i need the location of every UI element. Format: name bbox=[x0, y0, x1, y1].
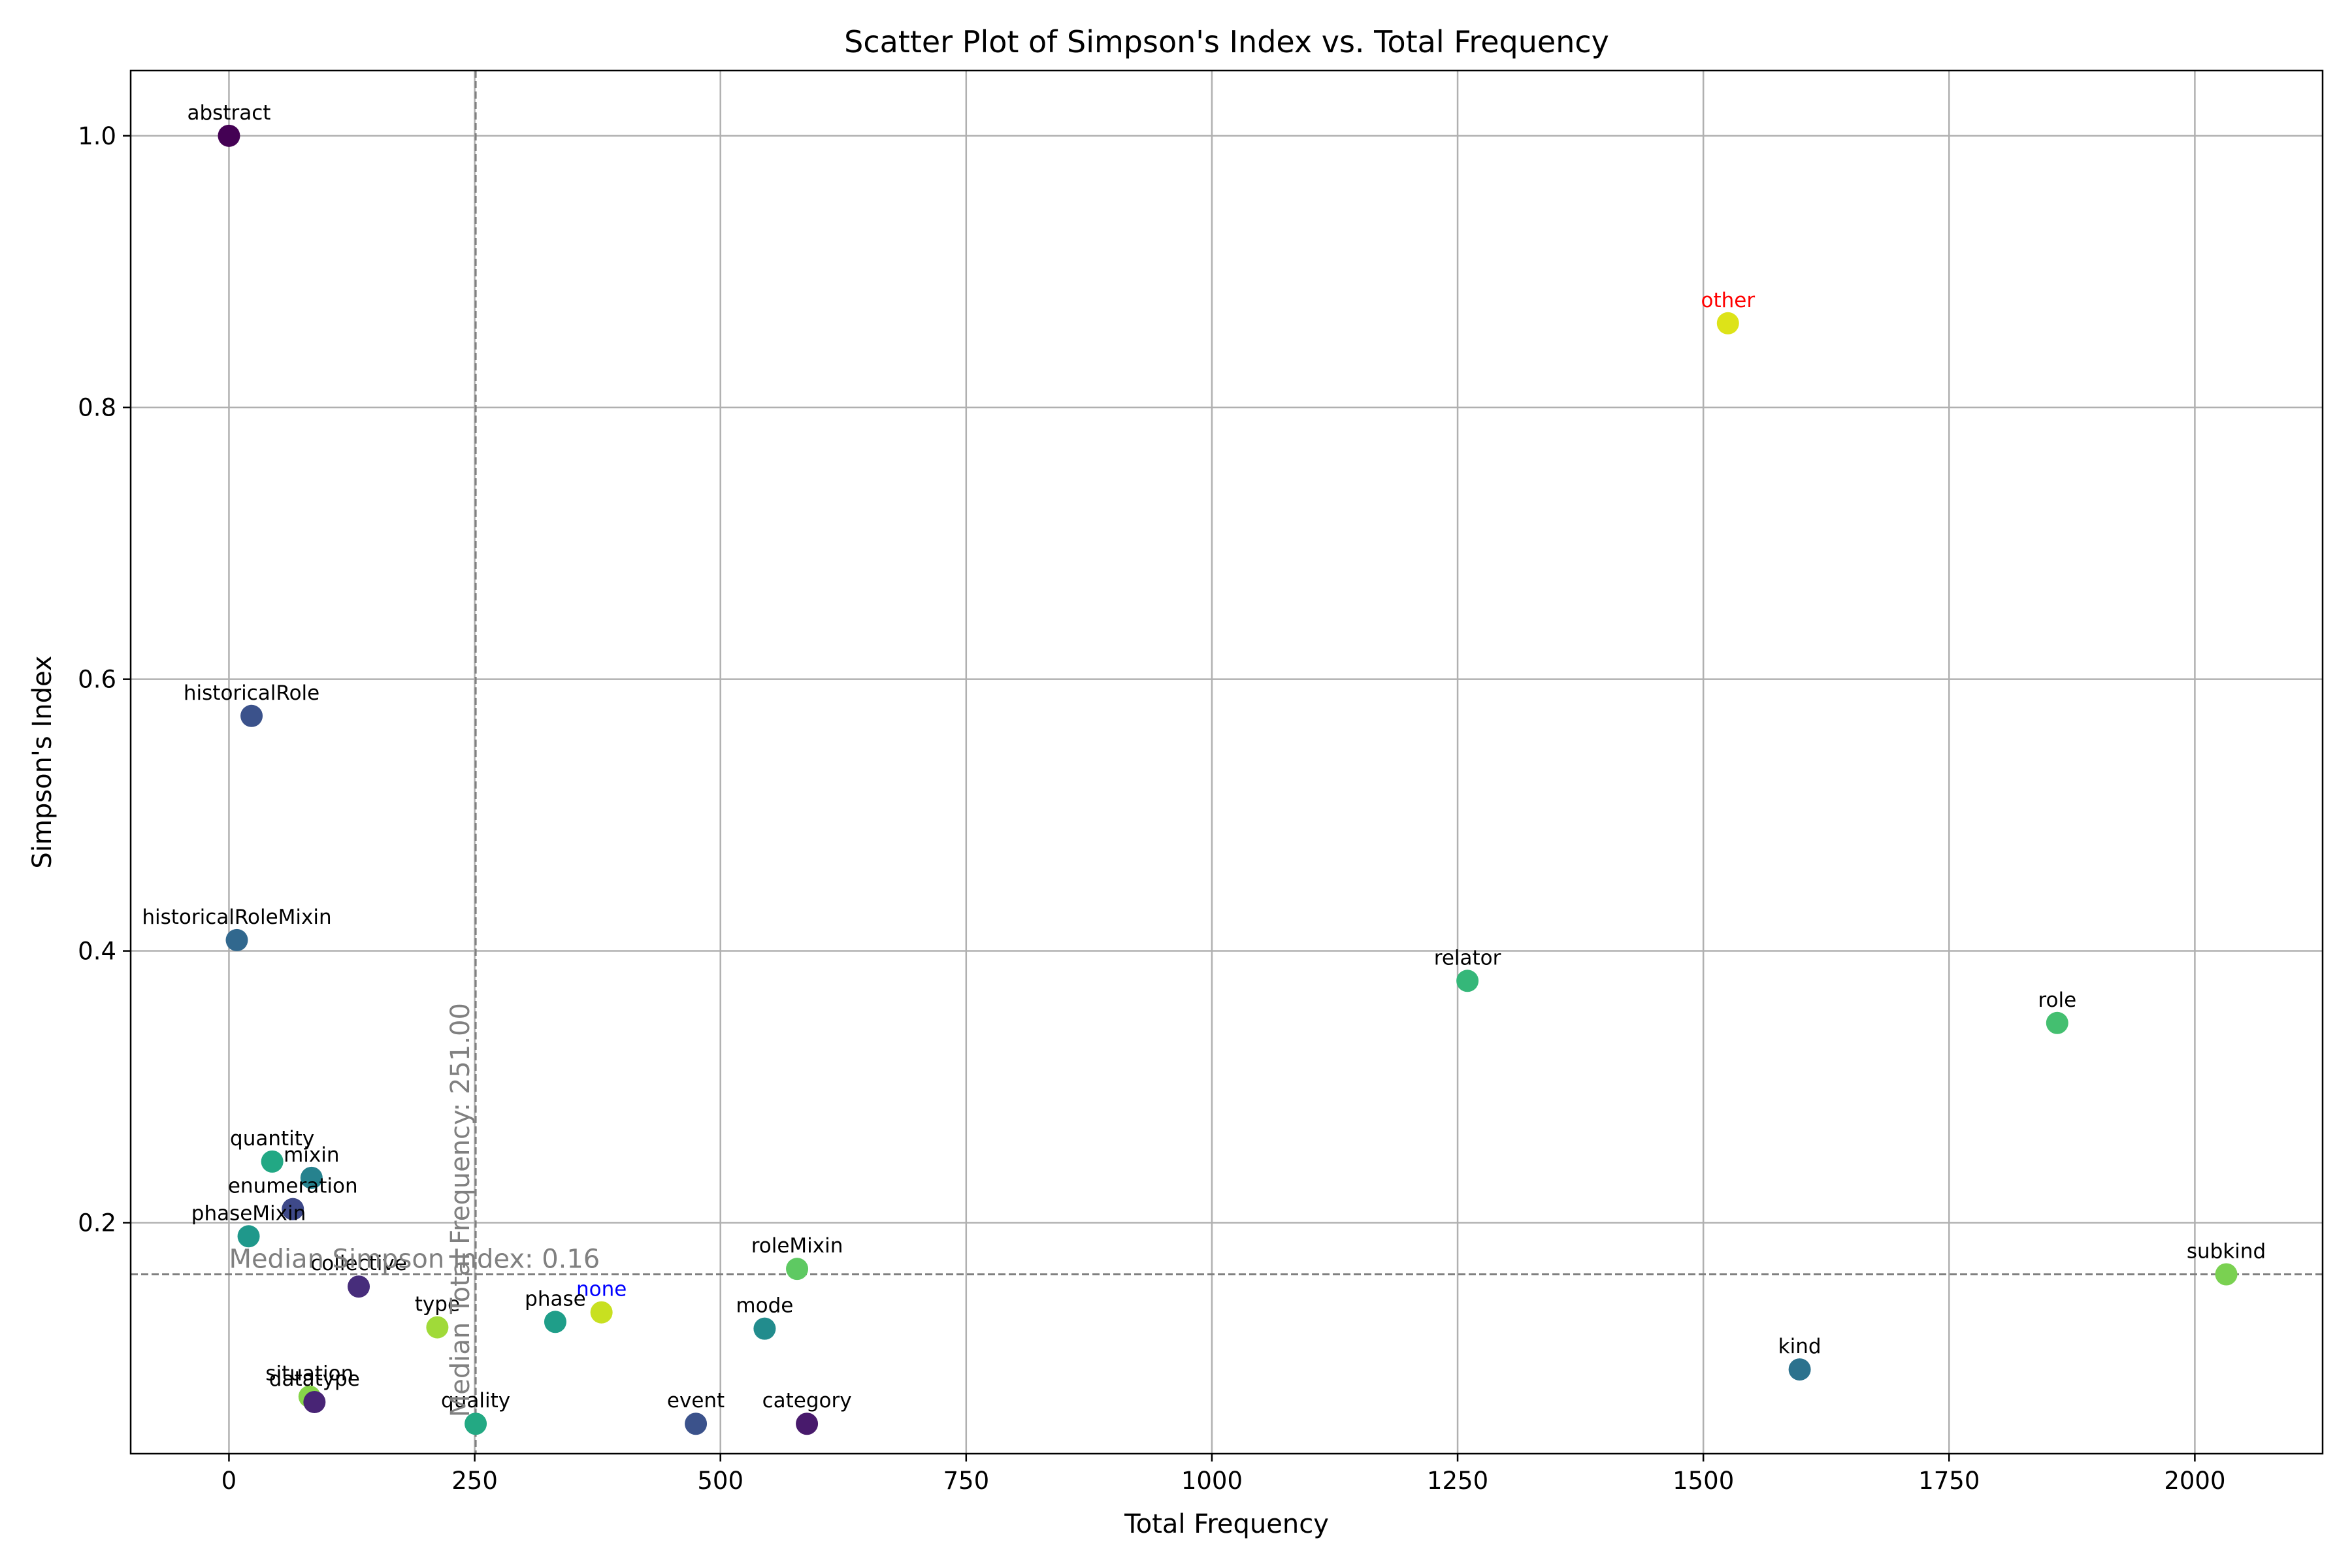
point-category bbox=[796, 1413, 819, 1435]
point-label-roleMixin: roleMixin bbox=[751, 1234, 843, 1258]
point-roleMixin bbox=[786, 1258, 809, 1281]
point-label-event: event bbox=[667, 1389, 725, 1413]
point-abstract bbox=[218, 124, 240, 147]
point-collective bbox=[348, 1275, 370, 1298]
median-frequency-label: Median Total Frequency: 251.00 bbox=[446, 1003, 476, 1417]
point-label-quantity: quantity bbox=[230, 1127, 314, 1151]
point-historicalRoleMixin bbox=[225, 928, 248, 951]
point-other bbox=[1716, 312, 1739, 335]
y-tick-label: 0.8 bbox=[78, 394, 116, 422]
point-label-none: none bbox=[576, 1278, 627, 1301]
x-axis-label: Total Frequency bbox=[1124, 1509, 1329, 1539]
y-axis-ticks: 0.2 0.4 0.6 0.8 1.0 bbox=[78, 122, 131, 1237]
point-label-quality: quality bbox=[441, 1389, 510, 1413]
x-tick-label: 500 bbox=[697, 1467, 743, 1495]
point-phaseMixin bbox=[237, 1225, 260, 1248]
point-mixin bbox=[300, 1166, 323, 1189]
point-label-role: role bbox=[2038, 988, 2076, 1012]
point-label-datatype: datatype bbox=[269, 1367, 360, 1391]
grid-lines bbox=[131, 71, 2323, 1454]
x-tick-label: 1250 bbox=[1427, 1467, 1488, 1495]
x-axis-ticks: 0 250 500 750 1000 1250 1500 1750 2000 bbox=[221, 1454, 2226, 1495]
point-subkind bbox=[2215, 1263, 2238, 1286]
point-datatype bbox=[303, 1390, 326, 1413]
point-quantity bbox=[261, 1150, 284, 1173]
x-tick-label: 1750 bbox=[1918, 1467, 1980, 1495]
data-points: abstract other historicalRole historicalRol… bbox=[142, 101, 2266, 1435]
x-tick-label: 750 bbox=[943, 1467, 989, 1495]
x-tick-label: 1000 bbox=[1181, 1467, 1243, 1495]
point-label-mixin: mixin bbox=[284, 1143, 339, 1167]
point-label-historicalRoleMixin: historicalRoleMixin bbox=[142, 906, 331, 929]
plot-frame bbox=[129, 69, 2324, 1455]
point-type bbox=[426, 1316, 449, 1339]
point-label-relator: relator bbox=[1434, 946, 1501, 970]
point-label-abstract: abstract bbox=[187, 101, 270, 125]
y-axis-label: Simpson's Index bbox=[27, 655, 57, 868]
reference-labels: Median Total Frequency: 251.00 Median Si… bbox=[229, 1003, 600, 1417]
y-tick-label: 1.0 bbox=[78, 122, 116, 150]
point-quality bbox=[465, 1413, 487, 1435]
x-tick-label: 1500 bbox=[1673, 1467, 1734, 1495]
median-simpson-label: Median Simpson Index: 0.16 bbox=[229, 1244, 600, 1274]
point-role bbox=[2046, 1011, 2068, 1034]
point-enumeration bbox=[282, 1198, 304, 1220]
point-label-subkind: subkind bbox=[2187, 1239, 2266, 1263]
point-kind bbox=[1788, 1358, 1811, 1381]
point-label-enumeration: enumeration bbox=[228, 1175, 358, 1198]
point-phase bbox=[544, 1311, 566, 1333]
point-label-phaseMixin: phaseMixin bbox=[191, 1201, 306, 1225]
point-relator bbox=[1456, 970, 1479, 992]
point-label-mode: mode bbox=[736, 1294, 793, 1318]
point-historicalRole bbox=[240, 704, 263, 727]
point-label-historicalRole: historicalRole bbox=[184, 681, 319, 705]
reference-lines bbox=[131, 71, 2323, 1454]
point-label-other: other bbox=[1701, 289, 1755, 312]
chart-title: Scatter Plot of Simpson's Index vs. Tota… bbox=[844, 24, 1609, 59]
point-none bbox=[590, 1301, 613, 1324]
y-tick-label: 0.2 bbox=[78, 1209, 116, 1237]
point-mode bbox=[753, 1317, 776, 1340]
y-tick-label: 0.4 bbox=[78, 938, 116, 966]
point-label-situation: situation bbox=[265, 1362, 353, 1386]
point-label-category: category bbox=[762, 1389, 852, 1413]
x-tick-label: 2000 bbox=[2164, 1467, 2225, 1495]
point-event bbox=[685, 1413, 708, 1435]
point-label-collective: collective bbox=[310, 1252, 407, 1275]
x-tick-label: 0 bbox=[221, 1467, 237, 1495]
y-tick-label: 0.6 bbox=[78, 666, 116, 694]
point-label-phase: phase bbox=[525, 1287, 586, 1311]
point-label-kind: kind bbox=[1778, 1335, 1821, 1358]
x-tick-label: 250 bbox=[451, 1467, 498, 1495]
point-label-type: type bbox=[415, 1293, 460, 1316]
